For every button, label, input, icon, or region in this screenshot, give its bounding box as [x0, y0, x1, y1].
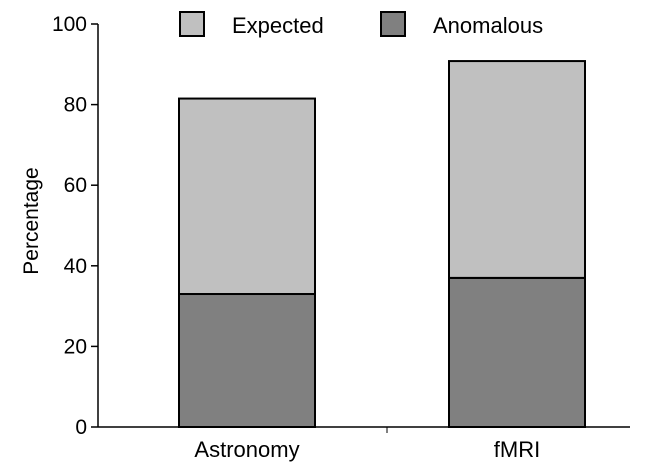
axes: 0 20 40 60 80 100 Astronomy fMRI	[52, 13, 630, 462]
bar-astronomy-anomalous	[178, 293, 316, 429]
y-tick-label-100: 100	[52, 13, 87, 36]
bar-fmri-expected	[448, 60, 586, 279]
legend: Expected Anomalous	[179, 11, 543, 38]
y-tick-label-80: 80	[64, 94, 87, 117]
legend-swatch-expected	[179, 11, 205, 37]
legend-swatch-anomalous	[380, 11, 406, 37]
bar-fmri-anomalous	[448, 276, 586, 429]
bar-astronomy-expected	[178, 97, 316, 296]
y-tick-label-40: 40	[64, 255, 87, 278]
bars	[178, 60, 586, 429]
y-tick-label-0: 0	[75, 416, 87, 439]
y-tick-label-20: 20	[64, 335, 87, 358]
y-tick-label-60: 60	[64, 174, 87, 197]
y-axis-label: Percentage	[20, 167, 43, 274]
legend-label-expected: Expected	[232, 13, 324, 38]
x-tick-label-fmri: fMRI	[494, 437, 540, 462]
x-tick-label-astronomy: Astronomy	[194, 437, 299, 462]
legend-label-anomalous: Anomalous	[433, 13, 543, 38]
